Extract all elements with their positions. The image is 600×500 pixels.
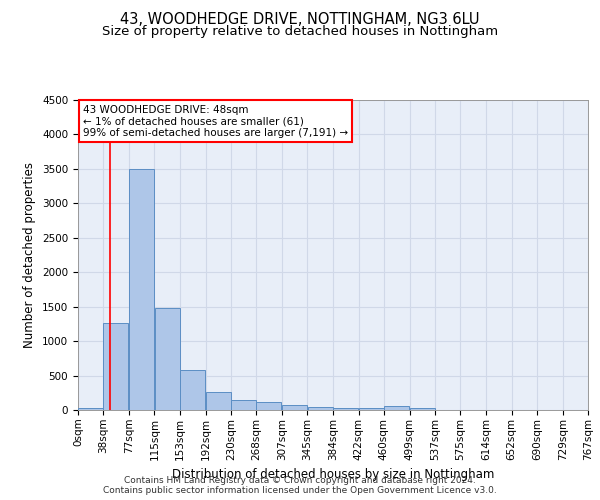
Bar — [282, 405, 307, 410]
Text: Size of property relative to detached houses in Nottingham: Size of property relative to detached ho… — [102, 25, 498, 38]
Text: Contains public sector information licensed under the Open Government Licence v3: Contains public sector information licen… — [103, 486, 497, 495]
Bar — [129, 169, 154, 410]
Bar — [410, 408, 435, 410]
Bar — [206, 392, 231, 410]
Bar — [334, 408, 358, 410]
Bar — [231, 400, 256, 410]
Bar — [308, 406, 332, 410]
X-axis label: Distribution of detached houses by size in Nottingham: Distribution of detached houses by size … — [172, 468, 494, 481]
Y-axis label: Number of detached properties: Number of detached properties — [23, 162, 37, 348]
Text: Contains HM Land Registry data © Crown copyright and database right 2024.: Contains HM Land Registry data © Crown c… — [124, 476, 476, 485]
Bar — [155, 308, 179, 410]
Bar — [359, 408, 384, 410]
Bar — [78, 408, 103, 410]
Bar — [180, 370, 205, 410]
Bar — [384, 406, 409, 410]
Text: 43, WOODHEDGE DRIVE, NOTTINGHAM, NG3 6LU: 43, WOODHEDGE DRIVE, NOTTINGHAM, NG3 6LU — [120, 12, 480, 28]
Text: 43 WOODHEDGE DRIVE: 48sqm
← 1% of detached houses are smaller (61)
99% of semi-d: 43 WOODHEDGE DRIVE: 48sqm ← 1% of detach… — [83, 104, 348, 138]
Bar — [103, 322, 128, 410]
Bar — [256, 402, 281, 410]
